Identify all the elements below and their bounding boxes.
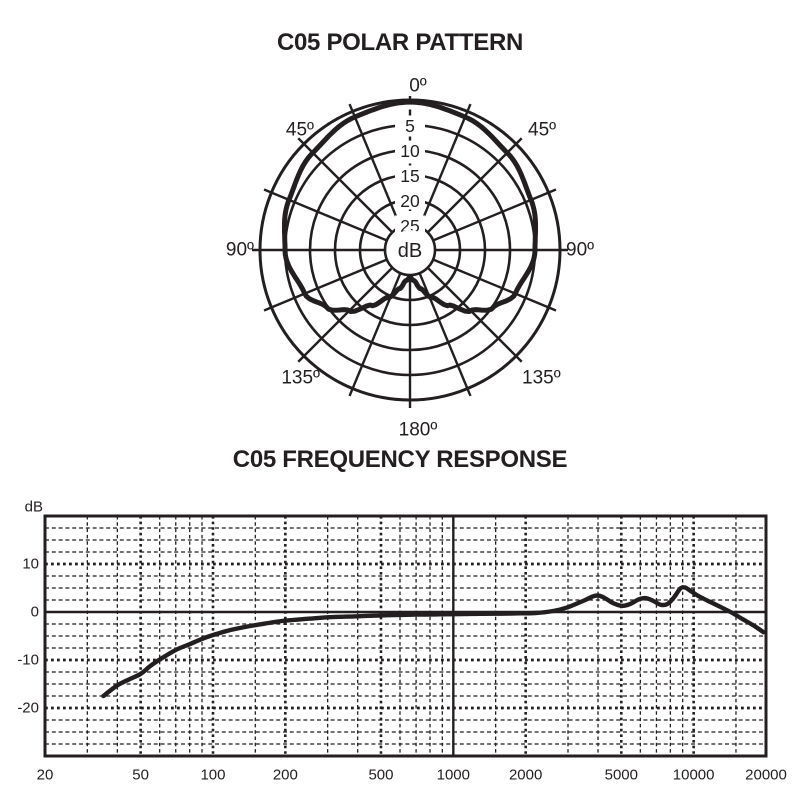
y-tick-label: -10 [17, 652, 39, 669]
polar-spoke [433, 188, 557, 242]
frequency-response-curve [101, 585, 766, 699]
x-tick-label: 500 [368, 767, 393, 784]
polar-pattern-curve [282, 99, 538, 314]
frequency-response-title: C05 FREQUENCY RESPONSE [232, 446, 568, 473]
x-tick-label: 20000 [745, 767, 787, 784]
x-tick-label: 200 [273, 767, 298, 784]
plot-border [43, 514, 768, 758]
polar-center-mask [390, 230, 430, 270]
x-tick-label: 2000 [509, 767, 542, 784]
polar-spoke [433, 258, 557, 312]
x-tick-label: 20 [37, 767, 54, 784]
x-tick-label: 50 [132, 767, 149, 784]
x-tick-label: 100 [200, 767, 225, 784]
ring-label-mask [395, 165, 425, 185]
x-tick-label: 10000 [673, 767, 715, 784]
polar-spoke [297, 267, 393, 363]
y-tick-label: -20 [17, 700, 39, 717]
polar-ring-label: 5 [405, 116, 415, 136]
polar-center-label: dB [398, 240, 422, 262]
polar-ring-label: 15 [400, 166, 419, 186]
polar-angle-label: 180º [399, 420, 438, 441]
ring-label-mask [395, 140, 425, 160]
polar-angle-label: 90º [226, 240, 254, 261]
polar-angle-label: 90º [566, 240, 594, 261]
polar-spoke [263, 258, 387, 312]
y-tick-label: 10 [22, 556, 39, 573]
polar-angle-label: 45º [286, 120, 314, 141]
polar-angle-label: 45º [528, 120, 556, 141]
ring-label-mask [395, 190, 425, 210]
y-tick-label: 0 [31, 604, 39, 621]
polar-spoke [263, 188, 387, 242]
polar-angle-label: 135º [522, 368, 561, 389]
x-tick-label: 1000 [437, 767, 470, 784]
y-axis-unit-label: dB [25, 499, 43, 516]
ring-label-mask [395, 215, 425, 235]
polar-ring-label: 20 [400, 191, 420, 211]
polar-spoke [348, 103, 402, 227]
polar-angle-label: 135º [281, 368, 320, 389]
polar-ring-label: 10 [400, 141, 420, 161]
ring-label-mask [395, 115, 425, 135]
polar-pattern-title: C05 POLAR PATTERN [276, 29, 524, 56]
x-tick-label: 5000 [605, 767, 638, 784]
polar-spoke [427, 267, 523, 363]
polar-angle-label: 0º [409, 76, 427, 97]
polar-spoke [418, 103, 472, 227]
